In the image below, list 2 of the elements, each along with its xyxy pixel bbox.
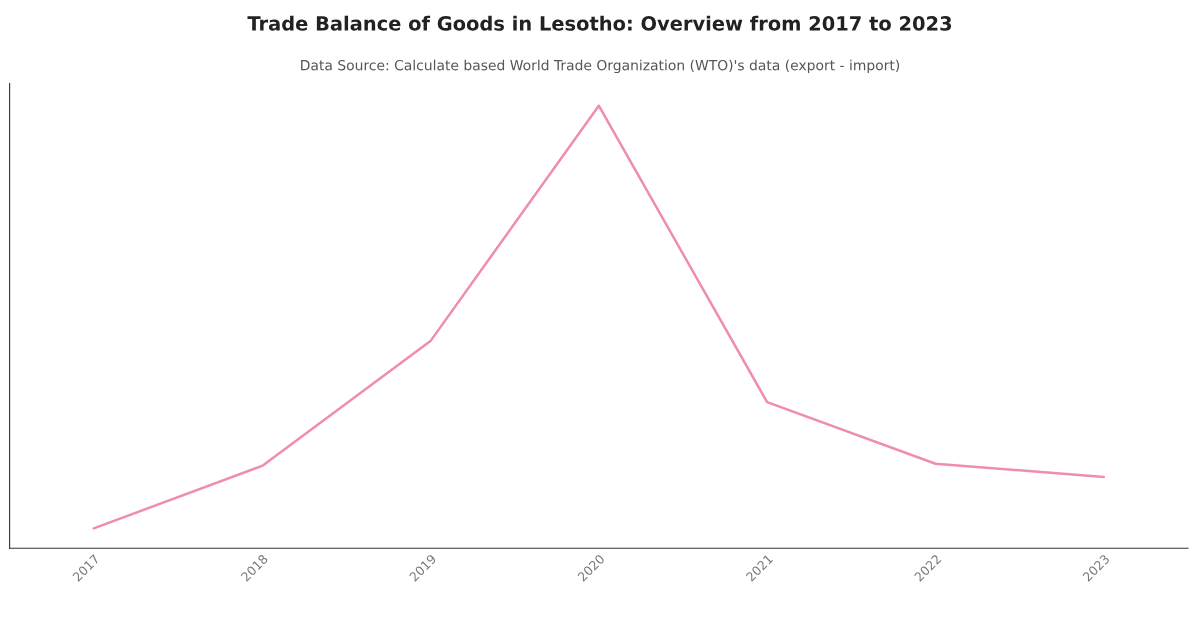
chart-subtitle: Data Source: Calculate based World Trade Organization (WTO)'s data (export - import) [301, 59, 900, 74]
chart-title: Trade Balance of Goods in Lesotho: Overview from 2017 to 2023 [247, 15, 952, 31]
